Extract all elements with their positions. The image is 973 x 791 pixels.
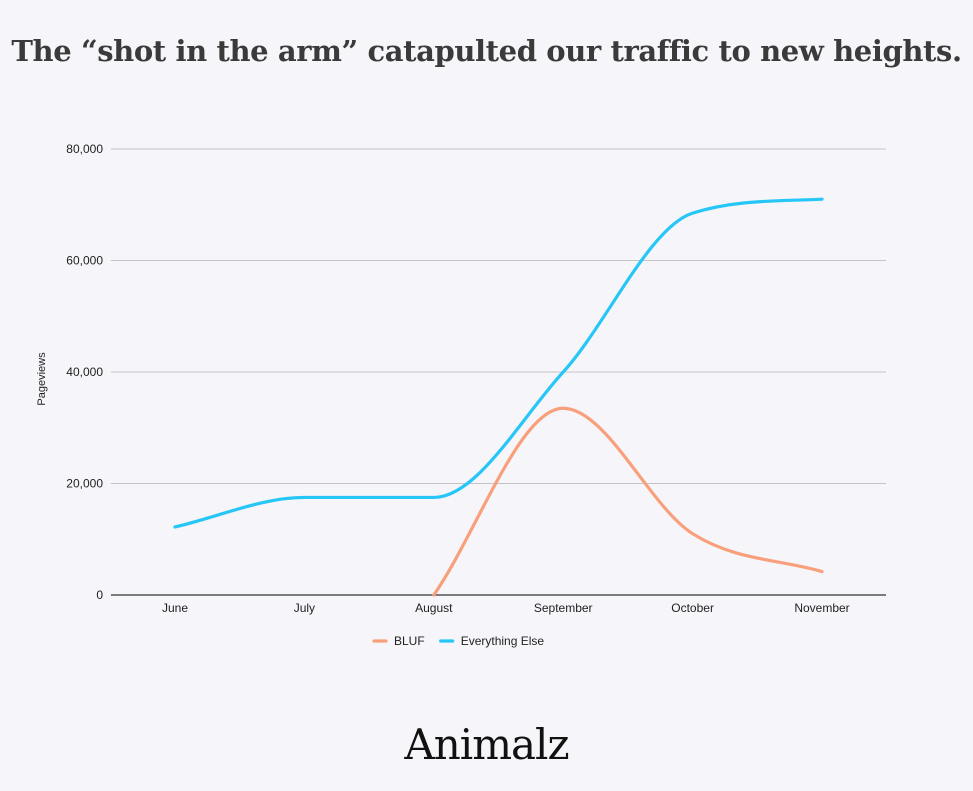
x-tick-label: September bbox=[534, 601, 593, 615]
y-tick-labels: 0 20,000 40,000 60,000 80,000 bbox=[66, 142, 103, 602]
animalz-logo: Animalz bbox=[404, 720, 569, 769]
legend-item-everything-else[interactable]: Everything Else bbox=[439, 634, 545, 648]
y-tick-label: 60,000 bbox=[66, 254, 103, 268]
y-axis-title: Pageviews bbox=[36, 352, 48, 406]
legend-label: BLUF bbox=[394, 634, 425, 648]
x-tick-label: August bbox=[415, 601, 453, 615]
grid-lines bbox=[111, 148, 886, 596]
legend[interactable]: BLUF Everything Else bbox=[372, 634, 545, 648]
x-tick-label: November bbox=[794, 601, 849, 615]
series-line-everything-else bbox=[173, 197, 824, 529]
x-tick-label: June bbox=[162, 601, 188, 615]
series-line-bluf bbox=[432, 406, 824, 597]
x-tick-label: October bbox=[671, 601, 714, 615]
y-tick-label: 0 bbox=[96, 588, 103, 602]
y-tick-label: 80,000 bbox=[66, 142, 103, 156]
series-lines bbox=[173, 197, 824, 597]
y-tick-label: 40,000 bbox=[66, 365, 103, 379]
x-tick-labels: June July August September October November bbox=[162, 601, 850, 615]
y-tick-label: 20,000 bbox=[66, 477, 103, 491]
legend-item-bluf[interactable]: BLUF bbox=[372, 634, 425, 648]
x-tick-label: July bbox=[294, 601, 315, 615]
chart-title: The “shot in the arm” catapulted our tra… bbox=[11, 34, 962, 68]
legend-label: Everything Else bbox=[461, 634, 545, 648]
